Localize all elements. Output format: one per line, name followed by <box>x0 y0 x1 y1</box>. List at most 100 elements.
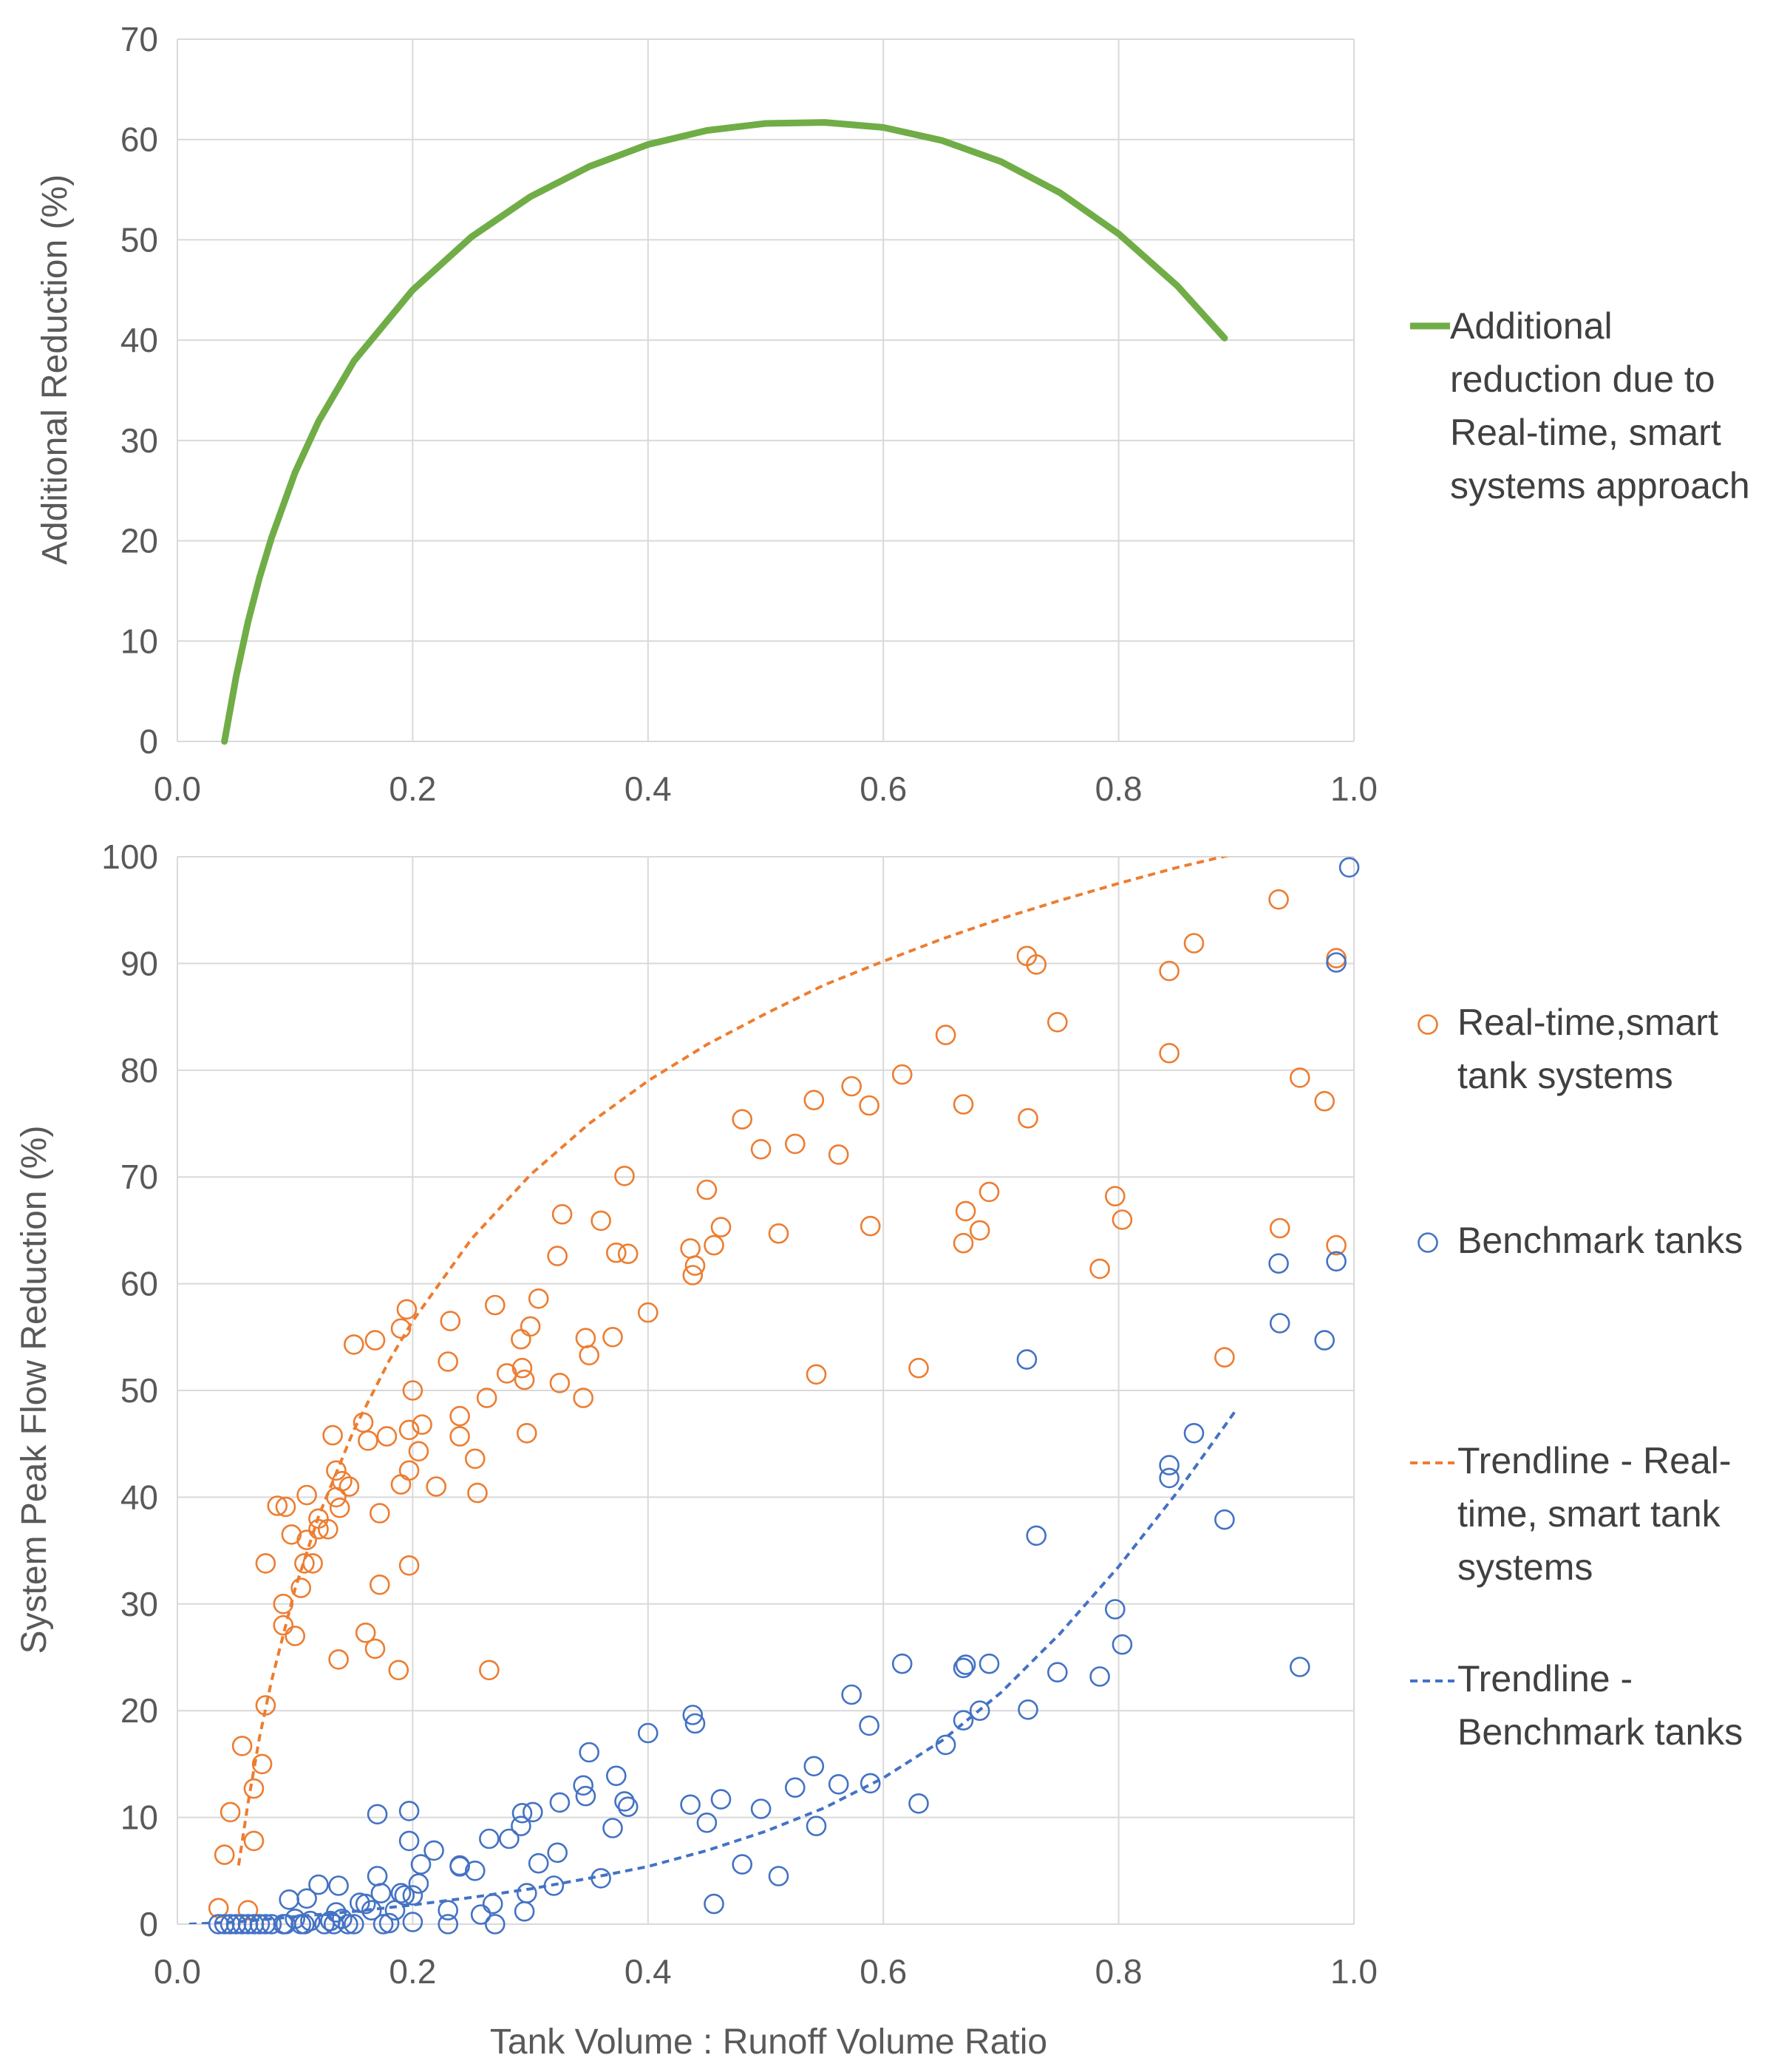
top-gridlines <box>177 38 1355 742</box>
benchmark-point <box>680 1794 701 1815</box>
top-series <box>221 119 1228 745</box>
smart-tank-point <box>684 1255 706 1276</box>
smart-tank-point <box>573 1387 594 1408</box>
smart-tank-point <box>1183 933 1205 954</box>
benchmark-point <box>470 1904 491 1925</box>
smart-tank-point <box>479 1660 500 1681</box>
smart-tank-point <box>1047 1012 1068 1033</box>
smart-tank-point <box>251 1753 273 1775</box>
benchmark-point <box>408 1873 429 1894</box>
smart-tank-point <box>281 1524 302 1545</box>
smart-tank-point <box>750 1138 772 1160</box>
smart-tank-point <box>237 1900 259 1920</box>
top-y-tick-label: 50 <box>120 220 158 259</box>
smart-tank-point <box>979 1181 1000 1203</box>
top-legend: Additional reduction due to Real-time, sma… <box>1410 305 1750 506</box>
benchmark-point <box>308 1874 329 1895</box>
smart-tank-point <box>1105 1186 1126 1206</box>
benchmark-point <box>378 1912 400 1934</box>
smart-tank-point <box>329 1498 350 1518</box>
smart-tank-point <box>273 1614 294 1636</box>
smart-tank-point <box>326 1460 347 1481</box>
benchmark-point <box>296 1888 317 1909</box>
benchmark-point <box>828 1774 849 1795</box>
top-y-tick-label: 40 <box>120 321 158 359</box>
smart-tank-point <box>549 1373 571 1393</box>
legend-benchmark-marker <box>1418 1232 1438 1253</box>
smart-tank-point <box>806 1364 827 1385</box>
smart-tank-point <box>891 1064 913 1085</box>
smart-tank-point <box>602 1327 623 1348</box>
top-x-tick-label: 0.4 <box>625 770 672 808</box>
benchmark-point <box>511 1803 533 1824</box>
benchmark-point <box>953 1657 974 1679</box>
smart-tank-point <box>768 1223 789 1244</box>
benchmark-point <box>682 1705 704 1725</box>
benchmark-point <box>361 1900 382 1920</box>
bottom-y-tick-labels: 0 10 20 30 40 50 60 70 80 90 100 <box>101 838 158 1943</box>
smart-tank-point <box>860 1215 881 1237</box>
benchmark-point <box>704 1893 724 1915</box>
benchmark-point <box>528 1852 549 1874</box>
benchmark-point <box>499 1828 520 1849</box>
bottom-y-axis-title: System Peak Flow Reduction (%) <box>15 1126 54 1654</box>
smart-tank-point <box>255 1553 276 1574</box>
legend-smart-tank-label: Real-time,smart <box>1457 1002 1718 1043</box>
smart-tank-point <box>955 1200 976 1222</box>
top-x-tick-label: 0.6 <box>860 770 907 808</box>
bot-y-tick-label: 0 <box>139 1905 158 1943</box>
bot-y-tick-label: 100 <box>101 838 158 876</box>
benchmark-point <box>367 1804 388 1825</box>
benchmark-point <box>908 1793 929 1814</box>
benchmark-point <box>1105 1599 1126 1620</box>
smart-tank-point <box>369 1575 390 1595</box>
benchmark-point <box>261 1914 282 1935</box>
benchmark-point <box>1047 1662 1068 1682</box>
benchmark-point <box>479 1828 500 1849</box>
benchmark-point <box>605 1765 627 1787</box>
benchmark-point <box>370 1883 392 1903</box>
smart-tank-point <box>696 1179 718 1200</box>
benchmark-point <box>438 1900 459 1920</box>
bot-x-tick-label: 0.8 <box>1095 1952 1143 1991</box>
benchmark-point <box>860 1773 881 1794</box>
benchmark-point <box>1159 1467 1180 1489</box>
smart-tank-point <box>617 1243 639 1264</box>
top-y-tick-label: 60 <box>120 120 158 159</box>
benchmark-point <box>955 1654 976 1675</box>
smart-tank-point <box>1159 960 1180 982</box>
bottom-gridlines <box>177 856 1355 1925</box>
smart-tank-point <box>953 1094 974 1115</box>
smart-tank-point <box>528 1288 549 1309</box>
smart-tank-point <box>364 1330 386 1351</box>
benchmark-point <box>785 1777 806 1798</box>
smart-tank-trendline <box>236 857 1230 1866</box>
smart-tank-point <box>338 1476 360 1497</box>
smart-tank-point <box>398 1419 420 1441</box>
benchmark-point <box>1018 1699 1038 1720</box>
benchmark-point <box>859 1715 879 1736</box>
bottom-chart: 0 10 20 30 40 50 60 70 80 90 100 0.0 0.2 0.4 0.6 0.8 1.… <box>15 838 1743 2062</box>
benchmark-point <box>969 1700 990 1721</box>
benchmark-point <box>602 1818 623 1838</box>
bot-y-tick-label: 50 <box>120 1371 158 1410</box>
smart-tank-point <box>243 1778 265 1799</box>
top-x-tick-label: 1.0 <box>1330 770 1378 808</box>
smart-tank-point <box>398 1555 420 1576</box>
bot-x-tick-label: 1.0 <box>1330 1952 1378 1991</box>
smart-tank-point <box>579 1345 600 1366</box>
top-y-tick-label: 0 <box>139 722 158 761</box>
smart-tank-point <box>449 1405 470 1427</box>
smart-tank-point <box>317 1518 338 1540</box>
smart-tank-point <box>1089 1258 1110 1280</box>
benchmark-markers <box>208 857 1360 1935</box>
smart-tank-point <box>605 1242 627 1263</box>
legend-smart-tank-label: tank systems <box>1457 1055 1673 1096</box>
benchmark-point <box>803 1756 825 1777</box>
benchmark-point <box>573 1775 594 1796</box>
bot-x-tick-label: 0.0 <box>154 1952 201 1991</box>
bot-x-tick-label: 0.2 <box>389 1952 436 1991</box>
smart-tank-point <box>551 1203 573 1225</box>
benchmark-point <box>1026 1525 1047 1546</box>
smart-tank-point <box>511 1357 533 1379</box>
